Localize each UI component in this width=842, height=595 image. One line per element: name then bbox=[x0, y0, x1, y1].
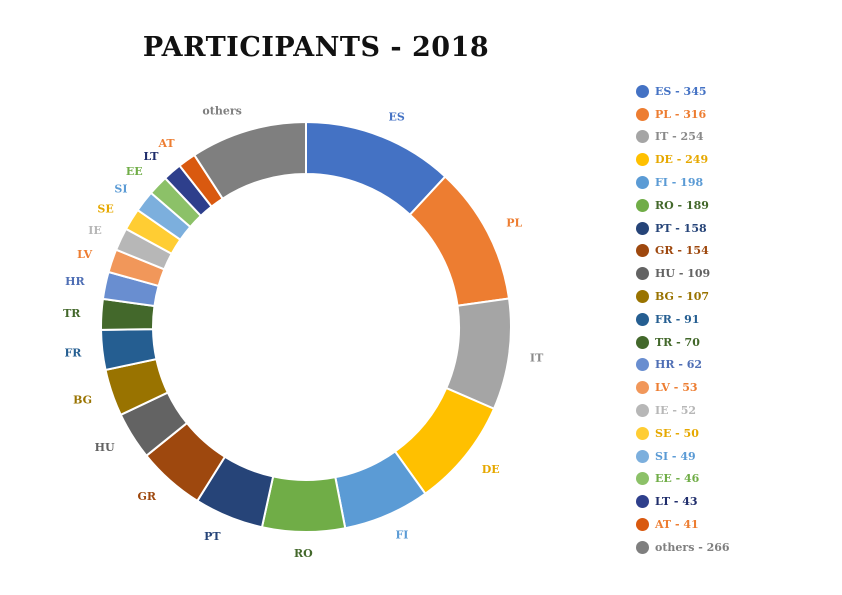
legend-swatch bbox=[636, 244, 649, 258]
legend-label: RO - 189 bbox=[655, 198, 709, 212]
slice-label-fi: FI bbox=[395, 529, 408, 542]
slice-label-ee: EE bbox=[126, 165, 143, 178]
slice-label-pl: PL bbox=[506, 216, 522, 229]
legend-swatch bbox=[636, 267, 649, 281]
legend-item-hu: HU - 109 bbox=[636, 262, 730, 285]
legend-item-at: AT - 41 bbox=[636, 513, 730, 536]
slice-others bbox=[192, 120, 307, 201]
slice-ro bbox=[260, 475, 347, 533]
legend-swatch bbox=[636, 540, 649, 554]
legend-swatch bbox=[636, 381, 649, 395]
legend-swatch bbox=[636, 426, 649, 440]
legend-item-it: IT - 254 bbox=[636, 126, 730, 149]
legend-swatch bbox=[636, 221, 649, 235]
legend-swatch bbox=[636, 107, 649, 121]
legend-label: DE - 249 bbox=[655, 153, 709, 167]
legend-item-lv: LV - 53 bbox=[636, 376, 730, 399]
legend-label: FR - 91 bbox=[655, 312, 700, 326]
legend-label: SE - 50 bbox=[655, 426, 699, 440]
legend-item-ro: RO - 189 bbox=[636, 194, 730, 217]
slice-label-hr: HR bbox=[65, 275, 85, 288]
legend-swatch bbox=[636, 335, 649, 349]
legend-label: LT - 43 bbox=[655, 495, 698, 509]
legend-label: TR - 70 bbox=[655, 335, 700, 349]
legend-item-si: SI - 49 bbox=[636, 445, 730, 468]
legend-label: LV - 53 bbox=[655, 381, 698, 395]
legend-item-lt: LT - 43 bbox=[636, 490, 730, 513]
legend-item-others: others - 266 bbox=[636, 536, 730, 559]
legend-swatch bbox=[636, 176, 649, 190]
slice-label-ie: IE bbox=[88, 224, 102, 237]
slice-label-tr: TR bbox=[63, 307, 81, 320]
legend-item-pl: PL - 316 bbox=[636, 103, 730, 126]
legend-swatch bbox=[636, 404, 649, 418]
legend-label: SI - 49 bbox=[655, 449, 696, 463]
legend-label: IE - 52 bbox=[655, 404, 697, 418]
legend-label: PT - 158 bbox=[655, 221, 707, 235]
legend-swatch bbox=[636, 290, 649, 304]
legend-label: others - 266 bbox=[655, 540, 730, 554]
legend-item-fi: FI - 198 bbox=[636, 171, 730, 194]
legend-label: HU - 109 bbox=[655, 267, 711, 281]
slice-label-lt: LT bbox=[143, 150, 159, 163]
legend-item-tr: TR - 70 bbox=[636, 331, 730, 354]
legend-label: ES - 345 bbox=[655, 84, 707, 98]
legend-item-ie: IE - 52 bbox=[636, 399, 730, 422]
legend-swatch bbox=[636, 198, 649, 212]
legend-item-de: DE - 249 bbox=[636, 148, 730, 171]
legend-item-es: ES - 345 bbox=[636, 80, 730, 103]
slice-label-at: AT bbox=[158, 137, 176, 150]
legend-swatch bbox=[636, 130, 649, 144]
slice-label-de: DE bbox=[482, 463, 500, 476]
slice-label-ro: RO bbox=[294, 547, 313, 560]
slice-label-it: IT bbox=[530, 351, 544, 364]
legend-label: PL - 316 bbox=[655, 107, 707, 121]
slice-label-fr: FR bbox=[64, 346, 82, 359]
legend-swatch bbox=[636, 84, 649, 98]
slice-label-se: SE bbox=[97, 202, 113, 215]
legend-item-fr: FR - 91 bbox=[636, 308, 730, 331]
legend-item-bg: BG - 107 bbox=[636, 285, 730, 308]
legend-swatch bbox=[636, 312, 649, 326]
legend-item-pt: PT - 158 bbox=[636, 217, 730, 240]
legend-label: FI - 198 bbox=[655, 176, 704, 190]
slice-label-others: others bbox=[202, 104, 241, 117]
slice-label-si: SI bbox=[114, 182, 127, 195]
legend-item-se: SE - 50 bbox=[636, 422, 730, 445]
legend-label: GR - 154 bbox=[655, 244, 709, 258]
legend-swatch bbox=[636, 495, 649, 509]
legend-swatch bbox=[636, 449, 649, 463]
legend-swatch bbox=[636, 358, 649, 372]
slice-label-es: ES bbox=[388, 111, 404, 124]
legend-label: BG - 107 bbox=[655, 290, 710, 304]
legend-label: EE - 46 bbox=[655, 472, 700, 486]
legend-label: HR - 62 bbox=[655, 358, 703, 372]
chart-legend: ES - 345 PL - 316 IT - 254 DE - 249 FI - 198… bbox=[636, 80, 730, 559]
chart-title: PARTICIPANTS - 2018 bbox=[142, 32, 490, 63]
legend-swatch bbox=[636, 153, 649, 167]
slice-label-bg: BG bbox=[73, 394, 92, 407]
legend-item-hr: HR - 62 bbox=[636, 354, 730, 377]
slice-label-lv: LV bbox=[77, 248, 92, 261]
slice-label-hu: HU bbox=[95, 441, 115, 454]
legend-label: IT - 254 bbox=[655, 130, 704, 144]
legend-label: AT - 41 bbox=[655, 518, 699, 532]
legend-item-gr: GR - 154 bbox=[636, 240, 730, 263]
legend-item-ee: EE - 46 bbox=[636, 468, 730, 491]
slice-label-gr: GR bbox=[138, 490, 157, 503]
legend-swatch bbox=[636, 518, 649, 532]
legend-swatch bbox=[636, 472, 649, 486]
slice-label-pt: PT bbox=[204, 530, 221, 543]
